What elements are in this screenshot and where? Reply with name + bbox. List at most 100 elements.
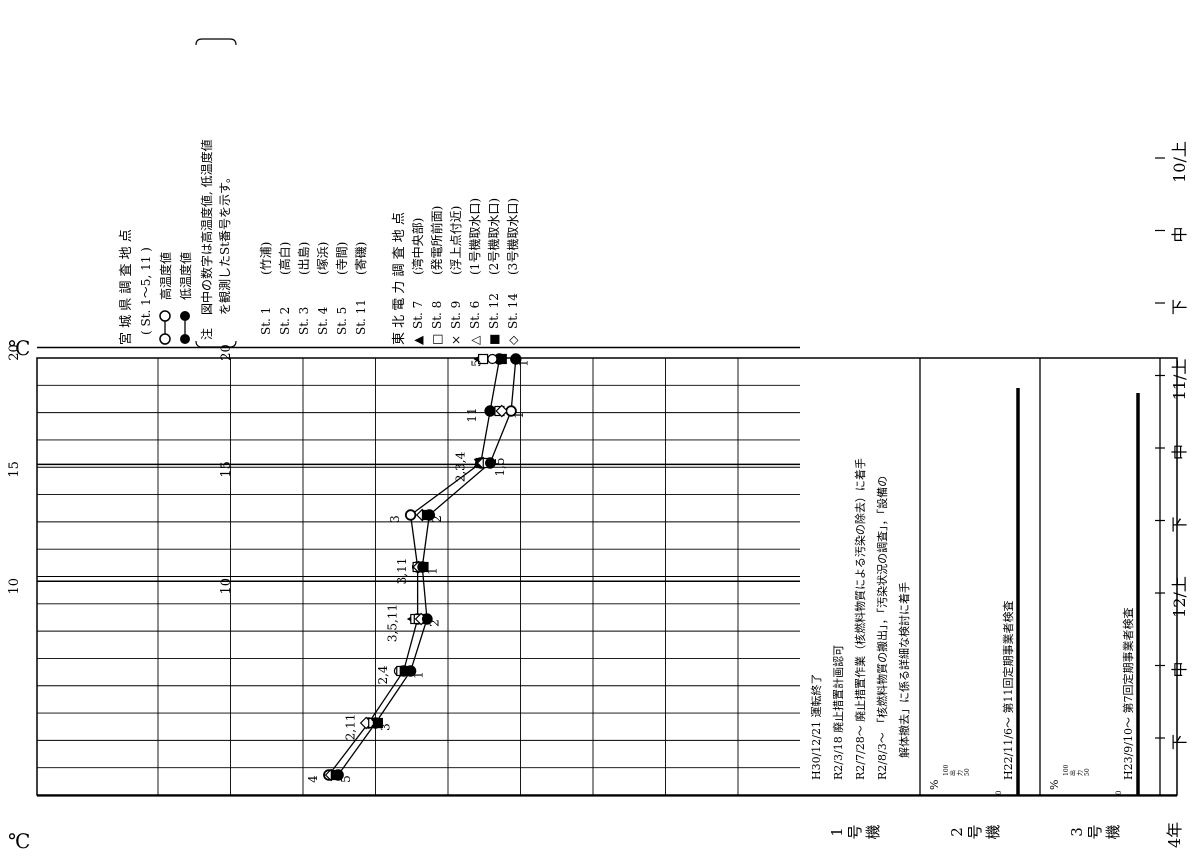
chart-grid	[36, 346, 1178, 796]
value-tick-top: 15	[219, 461, 234, 478]
tepco-station-name: (湾中央部)	[410, 218, 425, 275]
output-tick-50: 50	[1084, 768, 1091, 776]
station-number-label: 1	[512, 411, 526, 419]
period-label: 中	[1170, 661, 1189, 677]
unit-1-note-line: H30/12/21 運転終了	[809, 674, 823, 781]
open-circle-icon	[159, 310, 171, 322]
value-tick-bottom: 20	[7, 344, 22, 361]
station-number-label: 4	[306, 775, 320, 783]
unit-1-note-line: R2/8/3～ 「核燃料物質の搬出」，「汚染状況の調査」，「設備の	[875, 476, 889, 780]
legend-high-entry: 高温度値	[158, 252, 173, 345]
output-unit: %	[1048, 780, 1061, 790]
legend-high-label: 高温度値	[158, 252, 173, 300]
filled-circle-marker	[405, 665, 416, 677]
pref-station-id: St. 11	[354, 299, 368, 335]
tepco-station-name: (発電所前面)	[429, 206, 444, 275]
pref-station-name: (寄磯)	[353, 242, 368, 275]
value-axis-ticks: 20 20 15 15 10 10	[7, 344, 234, 594]
output-tick-50: 50	[964, 768, 971, 776]
output-tick-100: 100	[1063, 764, 1070, 776]
period-label: 12/上	[1170, 576, 1189, 618]
tepco-station-name: (2号機取水口)	[486, 198, 501, 275]
pref-station-id: St. 4	[316, 306, 330, 335]
station-number-label: 11	[465, 407, 479, 422]
pref-station-id: St. 5	[335, 307, 349, 335]
filled-square-marker	[496, 353, 507, 365]
pref-station-name: (竹浦)	[259, 242, 273, 275]
filled-circle-icon	[180, 311, 190, 321]
unit-3-output-axis: % 100 出 力 50	[1048, 764, 1091, 790]
station-number-label: 1	[516, 359, 530, 367]
pref-station-name: (寺間)	[335, 242, 349, 275]
station-number-label: 5	[470, 359, 484, 367]
tepco-station-id: St. 7	[411, 301, 425, 329]
output-tick-100: 100	[943, 764, 950, 776]
filled-square-marker	[418, 561, 429, 573]
unit-2-output-zero: 0	[995, 791, 1003, 795]
output-tick-label-1: 出	[949, 770, 957, 776]
pref-station-id: St. 1	[259, 307, 273, 335]
unit-label-top: ℃	[8, 336, 30, 360]
output-tick-label-2: 力	[956, 770, 964, 776]
filled-circle-marker	[333, 769, 344, 781]
filled-circle-marker	[484, 405, 496, 417]
output-tick-label-1: 出	[1069, 770, 1077, 776]
station-number-label: 3,11	[395, 558, 409, 585]
open-circle-marker	[506, 405, 517, 417]
unit-label-char: 機	[864, 824, 882, 839]
tepco-station-name: (浮上点付近)	[449, 206, 463, 275]
tepco-station-id: St. 12	[487, 293, 501, 329]
unit-1-note-line: 解体撤去」に係る詳細な検討に着手	[897, 582, 911, 758]
filled-circle-marker	[421, 613, 433, 625]
output-unit: %	[928, 780, 941, 790]
tepco-station-name: (3号機取水口)	[505, 198, 520, 275]
unit-label-char: 機	[984, 824, 1002, 839]
tepco-station-mark: ×	[449, 335, 463, 345]
output-tick-label-2: 力	[1076, 770, 1084, 776]
tepco-station-mark: ◇	[506, 335, 520, 345]
pref-station-list: St. 1 (竹浦) St. 2 (高白) St. 3 (出島) St. 4 (塚浜) St. …	[259, 242, 368, 335]
value-tick-bottom: 15	[7, 461, 22, 478]
pref-survey-title: 宮 城 県 調 査 地 点	[118, 229, 134, 345]
station-number-label: 3	[388, 515, 402, 523]
period-label: 下	[1170, 734, 1189, 750]
station-number-label: 5	[339, 775, 353, 783]
unit-label-char: 1	[828, 827, 846, 837]
unit-1-note-line: R2/7/28～ 廃止措置作業（核燃料物質による汚染の除去）に着手	[853, 458, 867, 780]
pref-survey-range: ( St. 1～5, 11 )	[139, 247, 153, 335]
station-number-label: 2	[428, 619, 442, 627]
unit-1-status-notes: H30/12/21 運転終了 R2/3/18 廃止措置計画認可 R2/7/28～ 廃…	[809, 458, 911, 780]
station-number-label: 2,11	[344, 714, 358, 741]
period-label: 下	[1170, 299, 1189, 315]
unit-label-char: 機	[1104, 824, 1122, 839]
pref-station-name: (出島)	[296, 242, 311, 275]
unit-label-char: 号	[846, 824, 864, 839]
pref-station-name: (高白)	[277, 242, 292, 275]
filled-circle-marker	[484, 457, 496, 469]
unit-2-output-axis: % 100 出 力 50	[928, 764, 971, 790]
legend-note: 注 図中の数字は高温度値, 低温度値 を観測したSt番号を示す。	[195, 38, 237, 348]
tepco-station-list: ▲ St. 7 (湾中央部) □ St. 8 (発電所前面) × St. 9 (浮上点付近) △ S…	[410, 198, 520, 345]
tepco-station-id: St. 9	[449, 301, 463, 329]
note-line-1: 図中の数字は高温度値, 低温度値	[199, 139, 214, 315]
tepco-station-id: St. 14	[506, 293, 520, 329]
open-diamond-marker	[495, 404, 509, 418]
open-circle-icon	[159, 333, 171, 345]
unit-3-output-zero: 0	[1115, 791, 1123, 795]
unit-3-inspection: H23/9/10～ 第7回定期事業者検査	[1121, 608, 1135, 781]
unit-label-char: 号	[1086, 824, 1104, 839]
period-label: 中	[1170, 444, 1189, 460]
station-number-labels: 4 52,11 32,4 13,5,11 23,11 13 22,3,4 1,511 15 1	[306, 359, 530, 783]
open-circle-marker	[405, 509, 416, 521]
value-tick-top: 20	[219, 344, 234, 361]
tepco-station-mark: △	[468, 335, 482, 345]
tepco-station-id: St. 6	[468, 301, 482, 329]
station-number-label: 3,5,11	[386, 604, 400, 642]
period-label: 10/上	[1170, 141, 1189, 183]
station-number-label: 1	[425, 567, 439, 575]
value-tick-bottom: 10	[7, 578, 22, 595]
tepco-station-mark: □	[430, 334, 444, 345]
